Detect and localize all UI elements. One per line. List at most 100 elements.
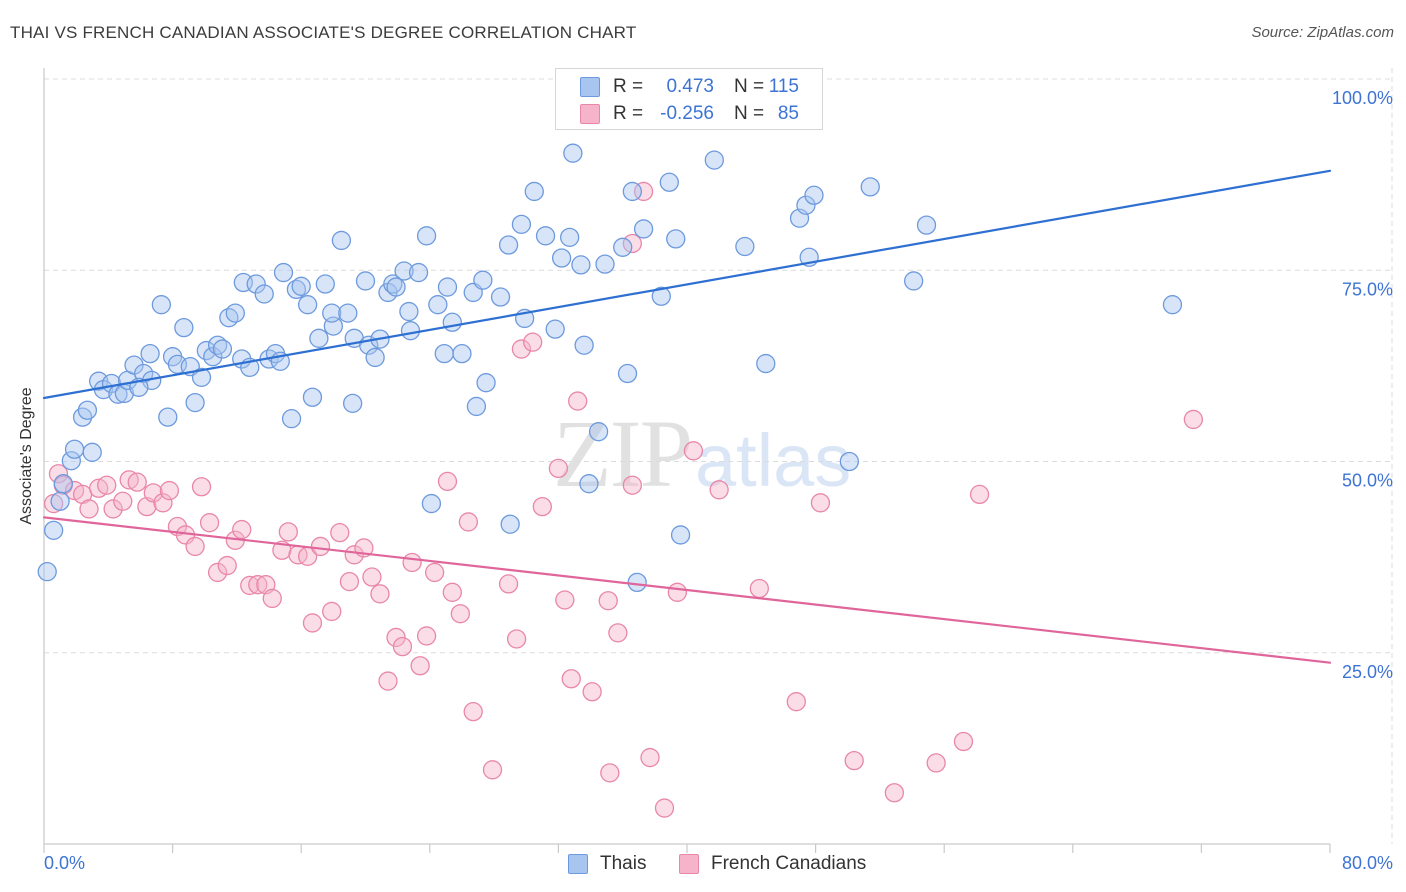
thais-point [428,295,448,315]
french-canadians-point [667,582,688,602]
thais-swatch [580,77,600,97]
thais-legend-label: Thais [600,853,647,874]
french-canadians-point [548,458,569,479]
french-canadians-point [330,522,350,543]
thais-point [579,474,599,494]
french-canadians-point [561,669,581,689]
thais-point [53,474,73,494]
french-canadians-point [370,584,390,604]
french-canadians-point [402,552,422,573]
thais-point [796,195,816,215]
thais-point [82,442,102,462]
thais-point [574,335,594,355]
thais-points [37,143,1183,593]
axes [43,68,1331,853]
french-canadians-point [48,464,69,484]
thais-point [476,373,496,393]
thais-point [338,303,358,323]
thais-point [322,303,342,323]
french-canadians-point [240,575,260,596]
french-canadians-legend-swatch [679,854,699,874]
french-canadians-swatch [580,104,600,124]
french-canadians-point [969,484,990,505]
french-canadians-point [622,233,642,254]
thais-point [185,392,205,413]
french-canadians-point [598,591,618,611]
y-tick-label: 25.0% [1342,662,1393,682]
thais-point [545,319,565,339]
thais-point [622,181,642,202]
watermark-zip: ZIP [553,400,693,507]
thais-point [535,226,556,246]
french-canadians-point [262,588,282,609]
tick-labels: 100.0% 75.0% 50.0% 25.0% 0.0% 80.0% [44,88,1393,873]
y-axis-label: Associate's Degree [18,387,35,525]
french-canadians-point [640,747,660,768]
thais-point [452,343,472,364]
french-canadians-point [683,441,704,461]
thais-point [309,328,329,348]
thais-point [203,347,223,367]
french-canadians-point [458,512,479,532]
thais-point [174,317,194,338]
thais-point [437,277,458,297]
thais-point [151,295,171,315]
legend-row-french-canadians: R = -0.256 N = 85 [556,102,824,126]
thais-point [511,214,532,235]
french-canadians-point [153,493,173,513]
french-canadians-points [43,181,1204,818]
french-canadians-point [884,783,905,803]
french-canadians-n-value: 85 [777,103,799,124]
thais-point [704,150,724,170]
thais-point [297,295,318,315]
thais-point [246,274,266,294]
thais-point [659,172,679,192]
thais-point [61,451,81,471]
thais-point [408,262,429,283]
french-canadians-point [79,499,99,519]
thais-point [212,339,233,359]
french-canadians-n-label: N = [734,103,765,124]
thais-point [756,353,776,374]
x-tick-label: 80.0% [1342,853,1393,873]
french-canadians-point [622,475,642,495]
french-canadians-point [191,477,212,497]
thais-point [291,276,311,296]
french-canadians-point [185,536,205,557]
french-canadians-point [482,760,503,780]
thais-point [588,422,609,442]
french-canadians-point [248,575,268,595]
french-canadians-r-value: -0.256 [660,103,714,124]
y-tick-label: 100.0% [1332,88,1393,108]
thais-point [365,347,385,368]
french-canadians-point [310,536,331,557]
thais-point [355,271,376,291]
french-canadians-point [127,472,147,492]
thais-point [551,248,572,268]
french-canadians-point [810,493,831,513]
french-canadians-point [555,590,575,610]
french-canadians-point [159,480,180,501]
french-canadians-point [463,702,483,722]
thais-point [839,451,860,472]
french-canadians-point [654,798,675,818]
thais-point [571,255,591,275]
thais-r-value: 0.473 [666,76,714,97]
french-canadians-point [217,555,237,576]
thais-n-value: 115 [768,76,799,97]
french-canadians-point [424,562,445,583]
chart-title: THAI VS FRENCH CANADIAN ASSOCIATE'S DEGR… [10,23,637,42]
french-canadians-point [344,545,364,565]
thais-point [342,393,363,414]
thais-point [735,236,755,257]
thais-point [500,514,520,534]
french-canadians-point [844,750,864,771]
thais-point [666,229,686,249]
thais-point [225,303,245,323]
gridlines [44,68,1393,844]
thais-point [421,493,442,514]
thais-point [302,387,323,407]
french-canadians-point [953,731,974,752]
french-canadians-point [608,623,628,643]
